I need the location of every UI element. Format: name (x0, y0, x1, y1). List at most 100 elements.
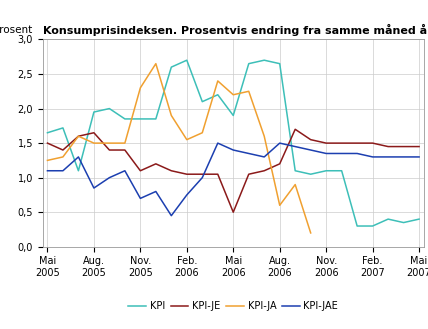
KPI (60, 126, 65, 130)
KPI-JE (76, 134, 81, 138)
KPI-JA (277, 203, 282, 207)
KPI-JE (262, 169, 267, 173)
KPI (293, 169, 298, 173)
KPI-JA (91, 141, 96, 145)
KPI-JAE (184, 193, 189, 197)
KPI-JAE (386, 155, 391, 159)
KPI (138, 117, 143, 121)
KPI-JE (60, 148, 65, 152)
KPI-JA (231, 93, 236, 97)
KPI (107, 107, 112, 111)
KPI-JA (200, 131, 205, 135)
KPI-JA (262, 134, 267, 138)
KPI-JAE (169, 214, 174, 218)
KPI-JE (153, 162, 158, 166)
KPI-JAE (401, 155, 406, 159)
KPI (277, 62, 282, 66)
KPI-JAE (45, 169, 50, 173)
KPI (324, 169, 329, 173)
KPI-JAE (215, 141, 220, 145)
KPI (386, 217, 391, 221)
KPI-JAE (60, 169, 65, 173)
KPI (401, 220, 406, 224)
KPI-JE (339, 141, 344, 145)
KPI (416, 217, 422, 221)
KPI-JA (138, 86, 143, 90)
KPI-JAE (107, 176, 112, 180)
KPI (215, 93, 220, 97)
Text: Prosent: Prosent (0, 25, 33, 35)
KPI-JE (122, 148, 128, 152)
KPI-JAE (416, 155, 422, 159)
KPI-JA (169, 114, 174, 117)
KPI-JA (184, 138, 189, 141)
KPI-JAE (122, 169, 128, 173)
KPI-JAE (91, 186, 96, 190)
KPI-JAE (153, 190, 158, 193)
KPI (153, 117, 158, 121)
KPI-JAE (200, 176, 205, 180)
KPI (45, 131, 50, 135)
KPI-JE (215, 172, 220, 176)
KPI-JE (324, 141, 329, 145)
KPI-JE (200, 172, 205, 176)
KPI (231, 114, 236, 117)
KPI (246, 62, 251, 66)
KPI-JA (308, 231, 313, 235)
KPI-JE (308, 138, 313, 141)
KPI-JA (122, 141, 128, 145)
KPI-JAE (370, 155, 375, 159)
KPI-JE (401, 145, 406, 149)
KPI-JAE (308, 148, 313, 152)
KPI-JE (246, 172, 251, 176)
KPI-JE (91, 131, 96, 135)
KPI-JA (107, 141, 112, 145)
KPI-JAE (354, 151, 360, 156)
Legend: KPI, KPI-JE, KPI-JA, KPI-JAE: KPI, KPI-JE, KPI-JA, KPI-JAE (125, 297, 342, 315)
KPI-JAE (246, 151, 251, 156)
KPI-JAE (76, 155, 81, 159)
KPI-JE (45, 141, 50, 145)
KPI-JA (153, 62, 158, 66)
KPI-JA (45, 159, 50, 163)
Line: KPI: KPI (48, 60, 419, 226)
KPI (184, 58, 189, 62)
KPI-JE (370, 141, 375, 145)
KPI (122, 117, 128, 121)
KPI-JAE (231, 148, 236, 152)
KPI-JE (277, 162, 282, 166)
KPI-JA (60, 155, 65, 159)
KPI-JE (293, 127, 298, 131)
KPI-JE (231, 210, 236, 214)
KPI-JAE (293, 145, 298, 149)
KPI (308, 172, 313, 176)
Line: KPI-JE: KPI-JE (48, 129, 419, 212)
KPI (262, 58, 267, 62)
KPI (370, 224, 375, 228)
KPI (91, 110, 96, 114)
KPI (200, 100, 205, 104)
KPI-JAE (262, 155, 267, 159)
KPI (76, 169, 81, 173)
KPI (339, 169, 344, 173)
KPI-JA (246, 89, 251, 93)
KPI-JAE (277, 141, 282, 145)
KPI-JAE (138, 196, 143, 200)
KPI-JE (107, 148, 112, 152)
KPI (354, 224, 360, 228)
Line: KPI-JA: KPI-JA (48, 64, 311, 233)
KPI-JE (169, 169, 174, 173)
KPI-JAE (339, 151, 344, 156)
KPI-JE (184, 172, 189, 176)
Text: Konsumprisindeksen. Prosentvis endring fra samme måned året før: Konsumprisindeksen. Prosentvis endring f… (43, 24, 428, 36)
KPI-JA (215, 79, 220, 83)
KPI-JAE (324, 151, 329, 156)
KPI (169, 65, 174, 69)
KPI-JA (293, 183, 298, 187)
KPI-JE (386, 145, 391, 149)
KPI-JE (416, 145, 422, 149)
Line: KPI-JAE: KPI-JAE (48, 143, 419, 216)
KPI-JE (138, 169, 143, 173)
KPI-JE (354, 141, 360, 145)
KPI-JA (76, 134, 81, 138)
